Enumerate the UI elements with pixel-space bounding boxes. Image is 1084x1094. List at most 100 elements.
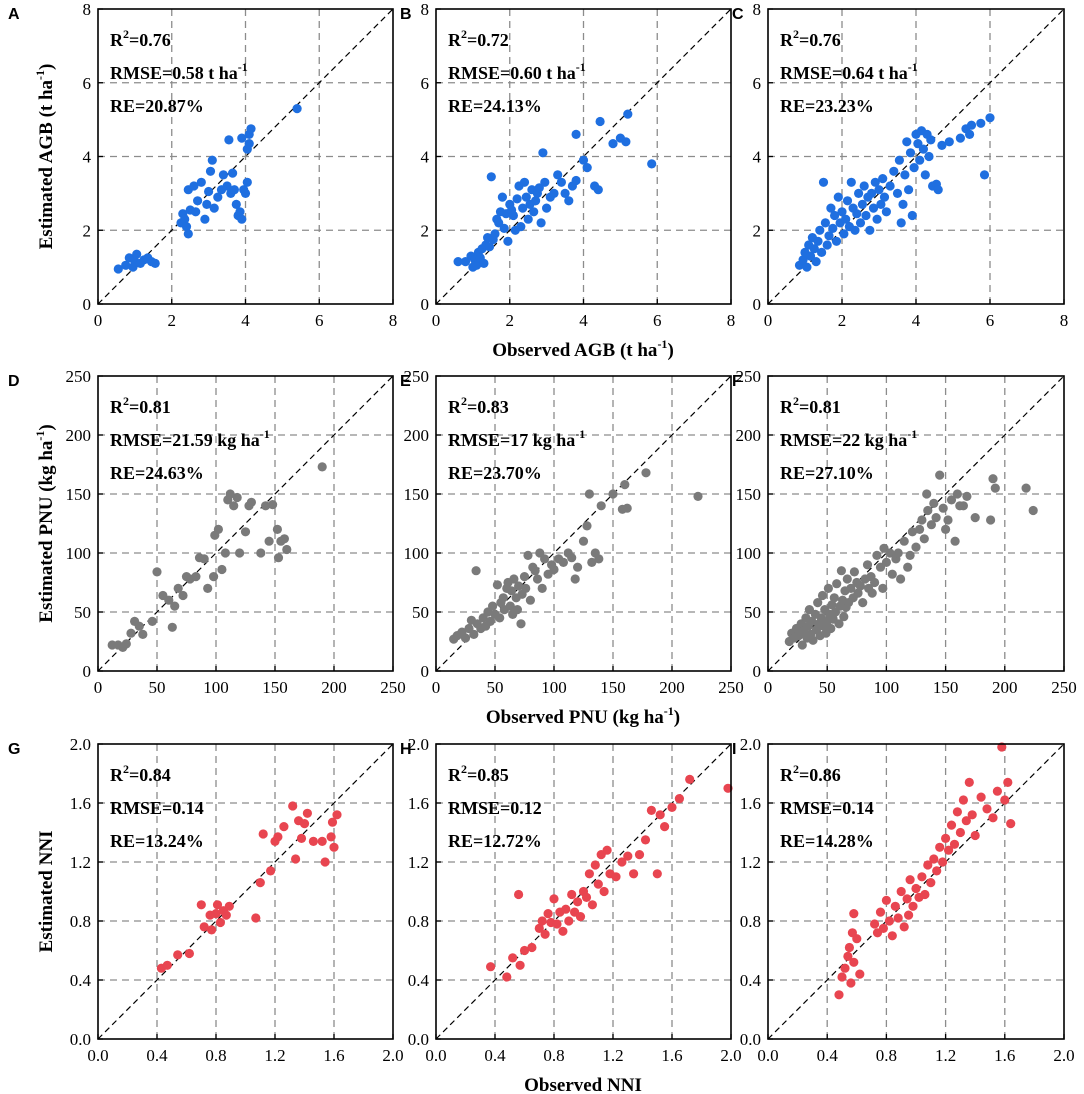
data-point xyxy=(181,222,192,232)
data-point xyxy=(508,210,518,221)
data-point xyxy=(952,489,963,499)
data-point xyxy=(564,916,574,926)
y-axis-label-agb: Estimated AGB (t ha-1) xyxy=(33,64,57,250)
x-tick-label: 100 xyxy=(203,678,229,697)
data-point xyxy=(1000,795,1010,805)
data-point xyxy=(519,177,530,187)
y-tick-label: 200 xyxy=(66,426,92,445)
data-point xyxy=(923,505,933,516)
data-point xyxy=(1006,819,1016,829)
y-tick-label: 1.2 xyxy=(408,853,429,872)
data-point xyxy=(902,137,912,147)
stat-r2-value: =0.84 xyxy=(129,765,171,785)
data-point xyxy=(655,810,665,820)
y-tick-label: 4 xyxy=(83,148,92,167)
y-tick-label: 150 xyxy=(736,485,762,504)
data-point xyxy=(660,822,670,832)
y-tick-label: 0 xyxy=(753,662,762,681)
data-point xyxy=(859,181,869,191)
stat-r2-value: =0.81 xyxy=(799,397,841,417)
data-point xyxy=(317,462,327,472)
stat-r2-symbol: R xyxy=(448,397,462,417)
x-tick-label: 1.2 xyxy=(602,1046,623,1065)
data-point xyxy=(570,574,580,584)
data-point xyxy=(988,813,998,823)
data-point xyxy=(152,567,162,577)
data-point xyxy=(279,822,289,832)
data-point xyxy=(596,501,606,511)
data-point xyxy=(516,619,526,629)
data-point xyxy=(199,554,209,564)
y-tick-label: 250 xyxy=(736,367,762,386)
data-point xyxy=(132,249,142,259)
data-point xyxy=(946,495,957,505)
data-point xyxy=(584,489,595,499)
stat-rmse-sup: -1 xyxy=(576,60,586,74)
data-point xyxy=(958,501,969,511)
x-tick-label: 100 xyxy=(874,678,900,697)
data-point xyxy=(827,600,837,610)
data-point xyxy=(893,548,903,558)
data-point xyxy=(255,878,265,888)
x-tick-label: 0.0 xyxy=(757,1046,778,1065)
data-point xyxy=(986,515,996,525)
data-point xyxy=(299,819,310,829)
data-point xyxy=(826,203,836,213)
data-point xyxy=(608,139,618,149)
stat-r2: R2=0.81 xyxy=(110,394,171,417)
data-point xyxy=(486,962,496,972)
data-point xyxy=(317,836,327,847)
y-tick-label: 50 xyxy=(744,603,761,622)
data-point xyxy=(941,524,951,535)
data-point xyxy=(594,554,604,564)
plot-frame xyxy=(435,743,732,1040)
stat-r2-value: =0.86 xyxy=(799,765,841,785)
data-point xyxy=(844,942,855,953)
data-point xyxy=(593,879,603,889)
x-tick-label: 2 xyxy=(506,311,515,330)
data-point xyxy=(221,910,231,920)
panel-letter-h: H xyxy=(400,741,412,758)
panel-d: D 00 50 50 100 100 150 150 200 200 250 250 R2=0.81 RM… xyxy=(8,367,406,697)
data-point xyxy=(907,210,917,221)
data-point xyxy=(985,113,995,123)
data-point xyxy=(924,151,934,162)
data-point xyxy=(292,104,302,114)
y-tick-label: 0.0 xyxy=(70,1030,91,1049)
x-tick-label: 2 xyxy=(838,311,847,330)
data-point xyxy=(509,574,519,584)
y-tick-label: 50 xyxy=(412,603,429,622)
data-point xyxy=(516,222,526,232)
data-point xyxy=(917,872,927,882)
x-tick-label: 150 xyxy=(262,678,288,697)
x-tick-label: 0.8 xyxy=(876,1046,897,1065)
y-tick-label: 0.8 xyxy=(70,912,91,931)
data-point xyxy=(212,900,223,910)
data-point xyxy=(490,229,500,239)
data-point xyxy=(246,497,256,507)
panel-letter-b: B xyxy=(400,6,412,23)
data-point xyxy=(905,148,916,158)
data-point xyxy=(900,170,910,180)
data-point xyxy=(240,188,251,198)
x-tick-label: 0.4 xyxy=(484,1046,506,1065)
data-point xyxy=(831,236,842,246)
stat-rmse-value: RMSE=0.58 t ha xyxy=(110,63,238,83)
y-tick-label: 6 xyxy=(421,74,430,93)
data-point xyxy=(173,950,183,960)
data-point xyxy=(150,258,160,268)
plot-frame xyxy=(767,743,1065,1040)
data-point xyxy=(308,836,318,847)
data-point xyxy=(505,601,515,611)
x-tick-label: 6 xyxy=(986,311,995,330)
y-tick-label: 0.4 xyxy=(70,971,92,990)
data-point xyxy=(273,553,284,563)
data-point xyxy=(531,196,541,206)
data-point xyxy=(899,922,909,932)
data-point xyxy=(542,203,552,213)
x-tick-label: 50 xyxy=(149,678,166,697)
data-point xyxy=(582,163,592,173)
data-point xyxy=(578,155,589,165)
data-point xyxy=(602,845,612,855)
data-point xyxy=(861,210,871,221)
